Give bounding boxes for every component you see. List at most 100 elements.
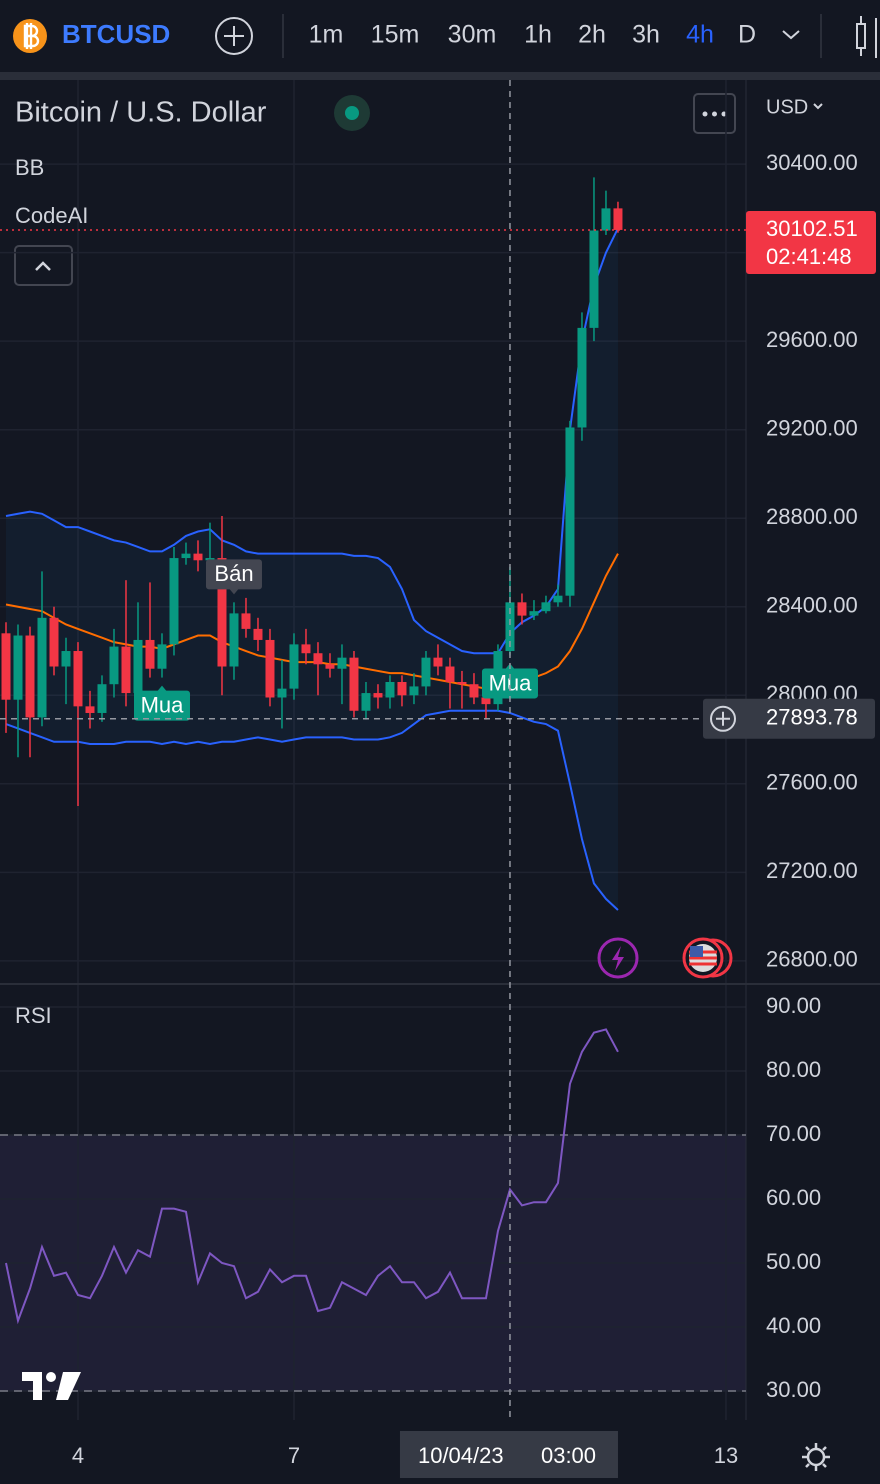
candle-body: [301, 644, 311, 654]
candle-body: [109, 646, 119, 685]
candle-body: [601, 208, 611, 231]
bb-line: [5, 709, 619, 911]
settings-button[interactable]: [802, 1443, 830, 1471]
candle-body: [373, 693, 383, 698]
candle-body: [265, 639, 275, 698]
interval-button[interactable]: 1h: [524, 21, 552, 49]
y-tick-label: 30400.00: [766, 150, 858, 175]
events-button[interactable]: [682, 937, 733, 979]
add-symbol-button[interactable]: [215, 17, 253, 55]
dot: [702, 111, 708, 117]
currency[interactable]: USD: [766, 96, 808, 118]
candle-body: [133, 639, 143, 694]
symbol-icon: [13, 19, 47, 53]
candle-body: [205, 558, 215, 561]
candle-body: [433, 657, 443, 667]
candle-body: [229, 613, 239, 667]
lightning-circle: [597, 937, 639, 979]
candle-body: [73, 651, 83, 707]
collapse-box: [14, 245, 73, 286]
more-box: [693, 93, 736, 134]
y-tick-label: 27600.00: [766, 770, 858, 795]
candle-body: [421, 657, 431, 687]
x-tick-label: 7: [288, 1443, 300, 1468]
toolbar-border: [0, 72, 880, 80]
interval-button[interactable]: D: [738, 21, 756, 49]
y-tick-label: 29200.00: [766, 416, 858, 441]
candle-body: [517, 602, 527, 616]
candle-body: [1, 633, 11, 700]
candle-body: [97, 684, 107, 713]
logo-part: [46, 1372, 56, 1382]
y-tick-label: 90.00: [766, 993, 821, 1018]
candle-body: [457, 682, 467, 685]
candle-body: [241, 613, 251, 629]
rsi-line: [5, 1028, 619, 1325]
y-tick-label: 26800.00: [766, 947, 858, 972]
candle-body: [85, 706, 95, 713]
rsi-title: RSI: [15, 1003, 52, 1028]
gear-teeth: [802, 1443, 830, 1471]
crosshair-time: 03:00: [541, 1443, 596, 1468]
add-circle: [215, 17, 253, 55]
signal-pointer: [156, 685, 167, 692]
bb-fill: [5, 228, 618, 910]
candle-icon-wicks: [860, 16, 877, 58]
y-tick-label: 70.00: [766, 1121, 821, 1146]
lightning-button[interactable]: [597, 937, 639, 979]
collapse-button[interactable]: [14, 245, 73, 286]
lightning-glyph: [612, 946, 624, 971]
crosshair-date-tag: [399, 1431, 618, 1478]
candle-body: [217, 558, 227, 667]
interval-button[interactable]: 30m: [448, 21, 497, 49]
interval-button[interactable]: 2h: [578, 21, 606, 49]
candle-body: [169, 558, 179, 645]
interval-button[interactable]: 4h: [686, 21, 714, 49]
symbol[interactable]: BTCUSD: [62, 19, 170, 49]
countdown: 02:41:48: [766, 244, 852, 269]
indicator-label: CodeAI: [15, 203, 88, 228]
candle-body: [277, 688, 287, 698]
candle-body: [25, 635, 35, 718]
flag-canton: [690, 946, 703, 957]
candle-body: [409, 686, 419, 696]
gear: [806, 1447, 826, 1467]
signal-box: [133, 690, 190, 721]
candle-body: [337, 657, 347, 669]
candle-body: [157, 644, 167, 669]
candle-body: [49, 617, 59, 667]
candle-body: [529, 611, 539, 616]
candle-body: [541, 602, 551, 612]
currency-chevron: [813, 103, 823, 110]
crosshair-price-tag: [703, 698, 875, 739]
crosshair-add-plus: [716, 711, 730, 726]
last-price-tag: [746, 210, 876, 274]
y-tick-label: 28800.00: [766, 504, 858, 529]
y-tick-label: 30.00: [766, 1377, 821, 1402]
interval-button[interactable]: 15m: [371, 21, 420, 49]
plot: 26800.0027200.0027600.0028000.0028400.00…: [0, 80, 880, 1478]
candle-body: [577, 327, 587, 428]
crosshair-price: 27893.78: [766, 705, 858, 730]
overlay: Bitcoin / U.S. Dollar BB CodeAI USD RSI: [15, 95, 830, 1471]
interval-button[interactable]: 3h: [632, 21, 660, 49]
collapse-chevron: [35, 261, 51, 271]
candle-body: [505, 602, 515, 652]
candle-body: [589, 230, 599, 328]
crosshair-date: 10/04/23: [418, 1443, 504, 1468]
chart-style-button[interactable]: [856, 16, 877, 58]
candle-body: [193, 553, 203, 561]
candle-body: [313, 653, 323, 665]
crosshair-add[interactable]: [710, 705, 736, 732]
candle-body: [61, 651, 71, 667]
interval-button[interactable]: 1m: [309, 21, 344, 49]
indicator-label: BB: [15, 155, 44, 180]
candle-body: [37, 617, 47, 718]
signal-label: Mua: [141, 692, 185, 717]
interval-dropdown[interactable]: [782, 30, 800, 40]
candle-body: [361, 693, 371, 711]
bitcoin-glyph: [23, 23, 40, 49]
status-dot: [345, 106, 359, 120]
